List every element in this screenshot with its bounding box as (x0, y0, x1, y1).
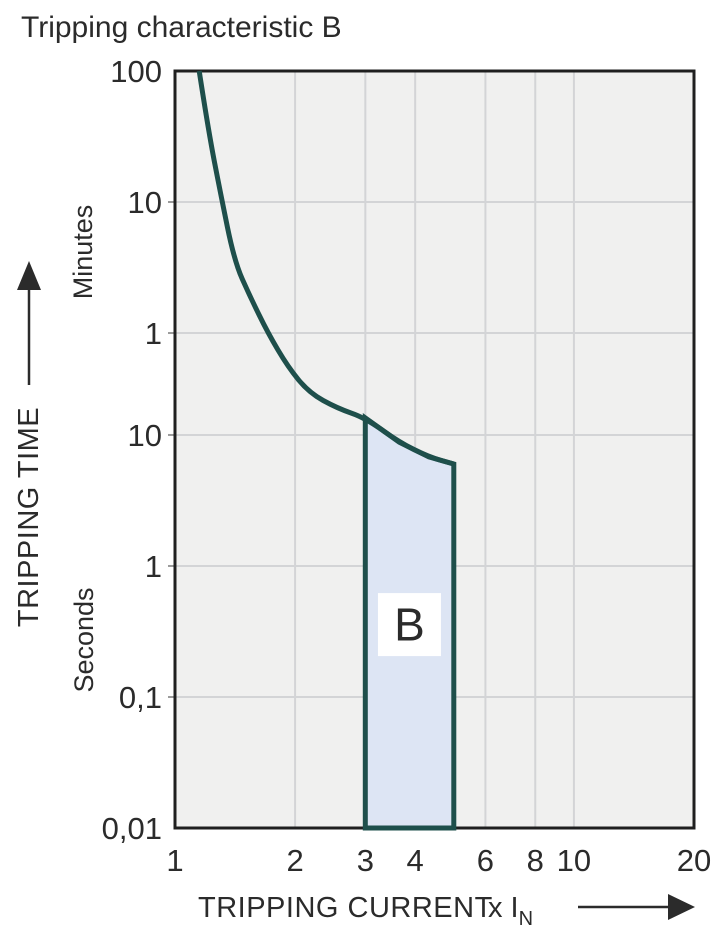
x-tick-label: 3 (357, 843, 374, 878)
region-b-label: B (377, 593, 441, 657)
x-axis-unit-subscript: N (519, 908, 533, 930)
x-axis-arrow-icon (578, 894, 695, 920)
y-axis-arrow-icon (17, 261, 41, 385)
region-b-label-box (377, 593, 441, 657)
y-axis-unit-seconds: Seconds (69, 587, 99, 692)
y-axis-unit-minutes: Minutes (68, 205, 98, 300)
region-b-label-text: B (394, 599, 425, 651)
x-axis-title: TRIPPING CURRENT (198, 892, 493, 924)
y-axis-title: TRIPPING TIME (13, 407, 45, 627)
x-tick-label: 8 (527, 843, 544, 878)
y-tick-label: 100 (110, 54, 162, 89)
x-axis-tick-labels: 1 2 3 4 6 8 10 20 (166, 843, 711, 878)
x-tick-label: 2 (286, 843, 303, 878)
y-tick-label: 10 (128, 418, 162, 453)
y-tick-label: 1 (145, 549, 162, 584)
tripping-curve (196, 70, 455, 467)
y-tick-label: 0,1 (119, 680, 162, 715)
page-title: Tripping characteristic B (21, 11, 342, 44)
x-axis-unit: x IN (488, 892, 533, 930)
x-tick-label: 20 (677, 843, 711, 878)
y-tick-label: 0,01 (102, 811, 162, 846)
x-tick-label: 4 (407, 843, 424, 878)
y-axis-tick-labels: 100 10 1 10 1 0,1 0,01 (102, 54, 162, 846)
x-tick-label: 10 (557, 843, 591, 878)
y-tick-label: 10 (128, 185, 162, 220)
x-tick-label: 6 (477, 843, 494, 878)
x-axis-unit-main: x I (488, 892, 519, 924)
y-tick-label: 1 (145, 316, 162, 351)
x-tick-label: 1 (166, 843, 183, 878)
